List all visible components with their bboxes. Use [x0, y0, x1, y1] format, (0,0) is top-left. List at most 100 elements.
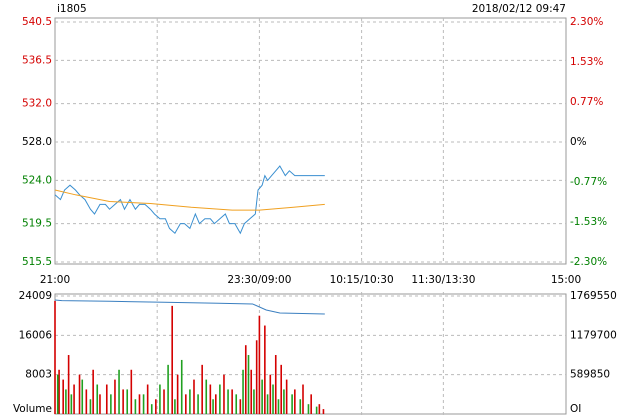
- volume-bar: [73, 384, 75, 414]
- y-tick-label: 540.5: [22, 16, 52, 28]
- volume-bar: [258, 315, 261, 414]
- volume-bar: [285, 379, 288, 414]
- chart-title: i1805: [57, 3, 87, 15]
- volume-bar: [283, 389, 285, 414]
- y2-tick-label: 1769550: [570, 290, 617, 302]
- volume-bar: [114, 379, 116, 414]
- volume-bar: [78, 374, 81, 414]
- volume-bar: [85, 389, 88, 414]
- y2-tick-label: -0.77%: [570, 176, 607, 188]
- volume-bar: [318, 404, 321, 414]
- volume-bar: [197, 394, 199, 414]
- volume-bar: [250, 369, 253, 414]
- volume-bar: [56, 374, 59, 414]
- volume-bar: [146, 384, 149, 414]
- y-tick-label: 528.0: [22, 136, 52, 148]
- volume-bar: [277, 399, 280, 414]
- volume-bar: [92, 369, 94, 414]
- volume-bar: [185, 394, 187, 414]
- volume-bar: [264, 325, 266, 414]
- volume-bar: [180, 359, 183, 414]
- volume-bar: [244, 345, 247, 414]
- volume-bar: [247, 355, 250, 414]
- x-tick-label: 21:00: [40, 274, 70, 286]
- volume-bar: [272, 384, 274, 414]
- volume-bar: [89, 399, 92, 414]
- volume-bar: [126, 389, 129, 414]
- volume-bar: [261, 379, 263, 414]
- volume-bar: [99, 394, 101, 414]
- x-tick-label: 23:30/09:00: [227, 274, 291, 286]
- volume-bar: [81, 379, 84, 414]
- y-tick-label: 519.5: [22, 218, 52, 230]
- volume-bar: [231, 389, 233, 414]
- volume-bar: [242, 369, 244, 414]
- volume-bar: [110, 394, 112, 414]
- volume-bar: [67, 355, 70, 414]
- volume-bar: [130, 369, 133, 414]
- volume-bar: [118, 369, 120, 414]
- y-tick-label: 536.5: [22, 54, 52, 66]
- volume-bar: [227, 389, 229, 414]
- volume-bar: [322, 409, 325, 414]
- volume-bar: [219, 384, 221, 414]
- volume-bar: [239, 399, 242, 414]
- volume-bar: [294, 389, 296, 414]
- volume-bar: [54, 300, 56, 414]
- y2-tick-label: -2.30%: [570, 256, 607, 268]
- y2-tick-label: 2.30%: [570, 16, 603, 28]
- volume-bar: [214, 394, 217, 414]
- y2-axis-label: OI: [570, 403, 581, 415]
- volume-bar: [189, 389, 191, 414]
- volume-bar: [70, 394, 73, 414]
- volume-bar: [205, 379, 208, 414]
- volume-bar: [310, 394, 312, 414]
- volume-bar: [307, 404, 310, 414]
- volume-bar: [176, 374, 179, 414]
- volume-bar: [269, 374, 272, 414]
- y-tick-label: 8003: [25, 369, 52, 381]
- volume-bar: [171, 305, 173, 414]
- y-tick-label: 24009: [19, 290, 52, 302]
- volume-bar: [193, 379, 195, 414]
- y2-tick-label: 1.53%: [570, 56, 603, 68]
- y2-tick-label: 0.77%: [570, 96, 603, 108]
- volume-bar: [274, 355, 277, 414]
- volume-bar: [138, 394, 141, 414]
- volume-bar: [255, 340, 258, 414]
- volume-bar: [142, 394, 145, 414]
- x-tick-label: 11:30/13:30: [411, 274, 475, 286]
- y2-tick-label: 589850: [570, 369, 610, 381]
- y-axis-label: Volume: [13, 403, 52, 415]
- volume-bar: [253, 389, 255, 414]
- y2-tick-label: 0%: [570, 136, 587, 148]
- volume-bar: [291, 394, 293, 414]
- volume-bar: [212, 399, 214, 414]
- volume-bar: [266, 394, 269, 414]
- volume-bar: [105, 384, 108, 414]
- volume-bar: [96, 384, 99, 414]
- volume-bar: [150, 404, 153, 414]
- chart-subtitle: 2018/02/12 09:47: [472, 3, 566, 15]
- price-panel-frame: [54, 17, 567, 265]
- series-line: [54, 165, 325, 235]
- volume-bar: [174, 399, 176, 414]
- x-tick-label: 10:15/10:30: [330, 274, 394, 286]
- volume-bar: [201, 364, 203, 414]
- volume-bar: [280, 364, 283, 414]
- volume-bar: [122, 389, 124, 414]
- volume-bar: [167, 364, 169, 414]
- volume-bar: [159, 384, 161, 414]
- volume-bar: [223, 374, 225, 414]
- volume-bar: [65, 389, 67, 414]
- series-line: [54, 299, 325, 315]
- y-tick-label: 16006: [19, 329, 53, 341]
- volume-bar: [299, 399, 302, 414]
- volume-bar: [302, 384, 304, 414]
- volume-bar: [134, 399, 137, 414]
- x-tick-label: 15:00: [551, 274, 581, 286]
- volume-bar: [235, 394, 238, 414]
- y-tick-label: 532.0: [22, 98, 52, 110]
- y-tick-label: 515.5: [22, 256, 52, 268]
